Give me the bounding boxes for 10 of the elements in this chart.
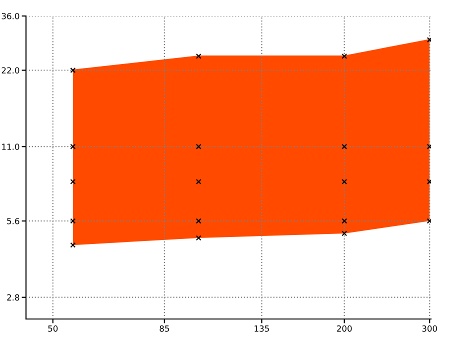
x-tick-label: 50 [48,325,58,332]
y-tick-label: 22.0 [2,67,20,74]
x-tick-label: 85 [160,325,170,332]
x-tick-label: 200 [337,325,352,332]
x-tick-label: 300 [422,325,437,332]
y-tick-label: 11.0 [2,144,20,150]
y-tick-label: 2.8 [7,294,20,301]
y-tick-label: 5.6 [7,218,20,224]
x-tick-label: 135 [254,325,269,332]
y-tick-label: 36.0 [2,12,20,20]
